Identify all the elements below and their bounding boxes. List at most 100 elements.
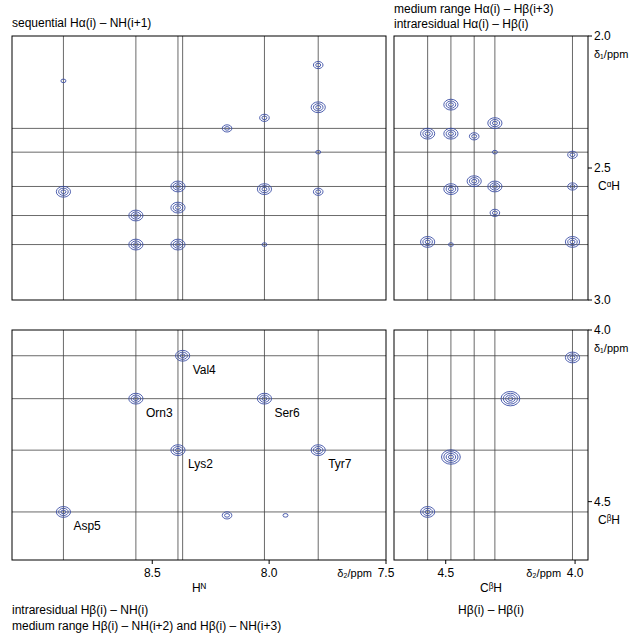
guide-line [12, 244, 386, 245]
peak [313, 61, 323, 68]
peak [171, 202, 185, 213]
guide-line [63, 36, 64, 300]
peak [444, 99, 458, 110]
contour-ring [311, 102, 325, 113]
x-tick-label: 8.0 [261, 566, 278, 580]
contour-ring [444, 184, 458, 195]
contour-ring [61, 79, 66, 83]
peak [313, 188, 323, 195]
contour-ring [421, 507, 435, 518]
contour-ring [565, 352, 579, 363]
peak [421, 507, 435, 518]
contour-ring [257, 393, 271, 404]
plot-area [394, 330, 588, 560]
y-tick-label: 2.5 [594, 161, 611, 175]
peak-label: Val4 [193, 363, 216, 377]
x-tick-label: 8.5 [144, 566, 161, 580]
guide-line [394, 152, 588, 153]
y-unit: δ₁/ppm [594, 48, 628, 60]
peak [129, 210, 143, 221]
contour-ring [311, 445, 325, 456]
guide-line [12, 215, 386, 216]
peak [490, 209, 500, 216]
guide-line [450, 330, 451, 560]
x-axis-title: CᵝH [480, 581, 502, 595]
panel-frame [394, 330, 588, 560]
panel-frame [12, 36, 386, 300]
y-tick [588, 36, 592, 37]
contour-ring [492, 150, 497, 154]
plot-area [394, 36, 588, 300]
peak-label: Tyr7 [328, 457, 352, 471]
contour-ring [129, 239, 143, 250]
peak [56, 507, 70, 518]
y-tick-label: 4.0 [594, 323, 611, 337]
peak [257, 393, 271, 404]
panel-title: medium range Hα(i) – Hβ(i+3) [394, 2, 554, 16]
guide-line [182, 36, 183, 300]
contour-ring [421, 237, 435, 248]
y-tick [588, 168, 592, 169]
x-tick [269, 560, 270, 564]
peak [260, 114, 270, 121]
guide-line [318, 36, 319, 300]
contour-ring [260, 114, 270, 121]
contour-ring [56, 186, 70, 197]
guide-line [135, 36, 136, 300]
guide-line [450, 36, 451, 300]
peak [316, 150, 321, 154]
peak [262, 243, 267, 247]
contour-ring [129, 393, 143, 404]
peak [488, 181, 502, 192]
peak [421, 237, 435, 248]
contour-ring [501, 391, 520, 405]
peak [311, 102, 325, 113]
y-axis-title: CᵝH [598, 513, 620, 527]
peak [56, 186, 70, 197]
contour-ring [313, 61, 323, 68]
peak [565, 352, 579, 363]
y-tick [588, 330, 592, 331]
guide-line [427, 36, 428, 300]
peak [176, 350, 190, 361]
peak [568, 183, 578, 190]
peak [442, 450, 461, 464]
contour-ring [565, 237, 579, 248]
guide-line [427, 330, 428, 560]
peak-label: Ser6 [274, 406, 300, 420]
contour-ring [568, 151, 578, 158]
plot-area [12, 36, 386, 300]
peak [129, 393, 143, 404]
x-tick-label: 4.0 [567, 566, 584, 580]
y-tick [588, 501, 592, 502]
panel-subtitle: intraresidual Hα(i) – Hβ(i) [394, 17, 529, 31]
x-unit: δ₂/ppm [337, 567, 372, 579]
contour-ring [222, 512, 232, 519]
peak [469, 133, 479, 140]
panel-title: Hβ(i) – Hβ(i) [458, 603, 524, 617]
peak [568, 151, 578, 158]
x-tick [386, 560, 387, 564]
guide-line [135, 330, 136, 560]
x-tick [445, 560, 446, 564]
guide-line [474, 330, 475, 560]
plot-area [12, 330, 386, 560]
guide-line [494, 330, 495, 560]
y-tick-label: 3.0 [594, 293, 611, 307]
peak [448, 243, 453, 247]
contour-ring [568, 183, 578, 190]
contour-ring [171, 202, 185, 213]
peak [565, 237, 579, 248]
contour-ring [171, 239, 185, 250]
contour-ring [257, 184, 271, 195]
peak-label: Asp5 [73, 519, 101, 533]
guide-line [12, 450, 386, 451]
x-tick-label: 7.5 [378, 566, 395, 580]
guide-line [394, 450, 588, 451]
panel-frame [394, 36, 588, 300]
peak [171, 445, 185, 456]
y-tick-label: 2.0 [594, 29, 611, 43]
guide-line [12, 152, 386, 153]
guide-line [394, 398, 588, 399]
contour-ring [222, 125, 232, 132]
